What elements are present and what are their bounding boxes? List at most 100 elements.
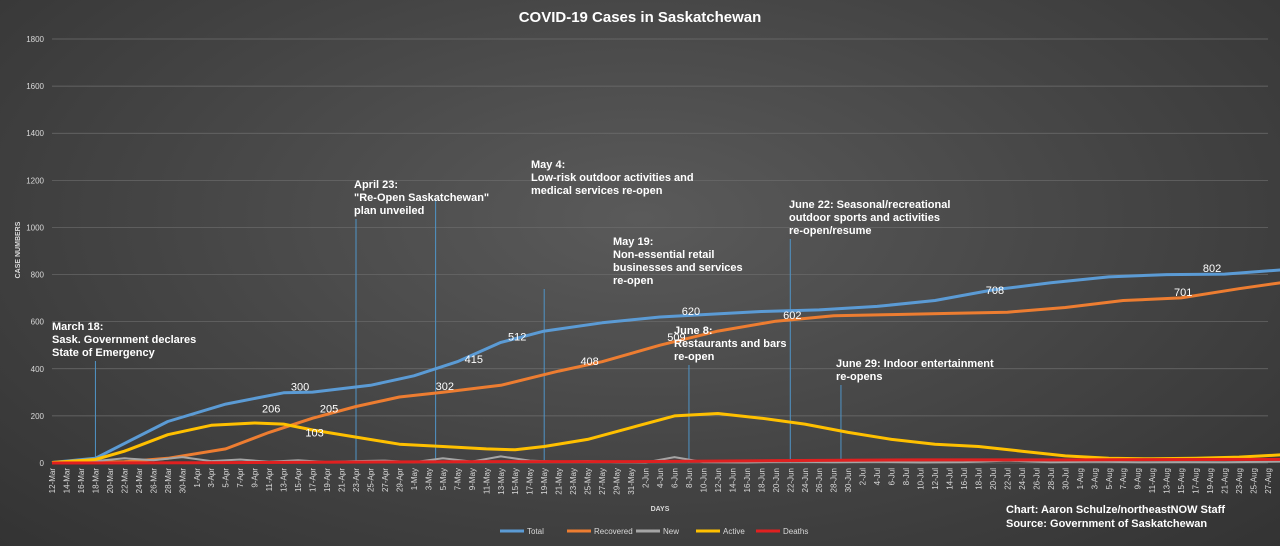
x-tick-label: 5-Apr bbox=[222, 468, 231, 488]
x-tick-label: 27-Apr bbox=[381, 468, 390, 492]
data-label: 701 bbox=[1174, 287, 1192, 299]
x-tick-label: 21-May bbox=[555, 468, 564, 495]
annotation-text: Restaurants and bars bbox=[674, 338, 786, 350]
data-label: 708 bbox=[986, 285, 1004, 297]
x-tick-label: 28-Mar bbox=[164, 468, 173, 494]
x-tick-label: 26-Jul bbox=[1032, 468, 1041, 490]
data-label: 302 bbox=[436, 381, 454, 393]
x-tick-label: 1-Aug bbox=[1076, 468, 1085, 489]
annotation-text: re-opens bbox=[836, 371, 882, 383]
y-tick-label: 400 bbox=[31, 365, 45, 374]
y-axis-ticks: 0 200 400 600 800 1000 1200 1400 1600 1800 bbox=[26, 35, 44, 468]
x-tick-label: 20-Mar bbox=[106, 468, 115, 494]
x-tick-label: 28-Jul bbox=[1047, 468, 1056, 490]
annotation-text: Sask. Government declares bbox=[52, 334, 196, 346]
x-tick-label: 1-Apr bbox=[193, 468, 202, 488]
series-lines bbox=[51, 268, 1280, 465]
legend-label: Active bbox=[723, 527, 745, 536]
x-tick-label: 19-Apr bbox=[323, 468, 332, 492]
x-tick-label: 10-Jul bbox=[917, 468, 926, 490]
y-tick-label: 200 bbox=[31, 412, 45, 421]
x-tick-label: 14-Jul bbox=[946, 468, 955, 490]
x-tick-label: 27-Aug bbox=[1264, 468, 1273, 494]
x-tick-label: 15-Apr bbox=[294, 468, 303, 492]
x-tick-label: 29-Apr bbox=[395, 468, 404, 492]
x-tick-label: 3-Aug bbox=[1090, 468, 1099, 489]
x-tick-label: 7-Apr bbox=[236, 468, 245, 488]
x-tick-label: 7-May bbox=[453, 468, 462, 490]
x-tick-label: 26-Mar bbox=[149, 468, 158, 494]
x-tick-label: 17-Apr bbox=[309, 468, 318, 492]
data-label: 509 bbox=[667, 332, 685, 344]
x-tick-label: 13-Apr bbox=[280, 468, 289, 492]
chart-title: COVID-19 Cases in Saskatchewan bbox=[519, 9, 762, 26]
x-tick-label: 2-Jul bbox=[859, 468, 868, 486]
x-tick-label: 23-Apr bbox=[352, 468, 361, 492]
series-line-active bbox=[51, 412, 1280, 464]
x-tick-label: 22-Mar bbox=[120, 468, 129, 494]
x-tick-label: 6-Jun bbox=[670, 468, 679, 488]
x-tick-label: 18-Mar bbox=[91, 468, 100, 494]
annotation-text: "Re-Open Saskatchewan" bbox=[354, 192, 489, 204]
y-axis-label: CASE NUMBERS bbox=[15, 221, 22, 278]
x-tick-label: 28-Jun bbox=[830, 468, 839, 492]
x-tick-label: 6-Jul bbox=[888, 468, 897, 486]
legend-label: Recovered bbox=[594, 527, 633, 536]
annotation-text: June 8: bbox=[674, 325, 713, 337]
x-tick-label: 12-Jun bbox=[714, 468, 723, 492]
x-tick-label: 23-Aug bbox=[1235, 468, 1244, 494]
x-tick-label: 24-Mar bbox=[135, 468, 144, 494]
x-tick-label: 8-Jun bbox=[685, 468, 694, 488]
x-tick-label: 5-Aug bbox=[1105, 468, 1114, 489]
x-tick-label: 23-May bbox=[569, 468, 578, 495]
x-tick-label: 19-Aug bbox=[1206, 468, 1215, 494]
legend: Total Recovered New Active Deaths bbox=[500, 527, 808, 536]
x-tick-label: 11-May bbox=[482, 468, 491, 494]
annotation-text: re-open bbox=[613, 275, 654, 287]
annotation-text: re-open/resume bbox=[789, 225, 872, 237]
x-tick-label: 16-Jul bbox=[960, 468, 969, 490]
x-tick-label: 11-Apr bbox=[265, 468, 274, 492]
x-tick-label: 25-Apr bbox=[366, 468, 375, 492]
x-tick-label: 25-Aug bbox=[1250, 468, 1259, 494]
x-tick-label: 18-Jun bbox=[757, 468, 766, 492]
y-tick-label: 1800 bbox=[26, 35, 44, 44]
legend-label: New bbox=[663, 527, 679, 536]
y-tick-label: 1400 bbox=[26, 129, 44, 138]
x-tick-label: 27-May bbox=[598, 468, 607, 495]
x-tick-label: 14-Mar bbox=[62, 468, 71, 494]
data-label: 408 bbox=[580, 356, 598, 368]
data-label: 415 bbox=[465, 354, 483, 366]
annotation-text: Low-risk outdoor activities and bbox=[531, 172, 694, 184]
x-tick-label: 20-Jul bbox=[989, 468, 998, 490]
x-tick-label: 30-Jul bbox=[1061, 468, 1070, 490]
x-tick-label: 12-Mar bbox=[48, 468, 57, 494]
x-tick-label: 13-May bbox=[497, 468, 506, 495]
x-tick-label: 9-Apr bbox=[251, 468, 260, 488]
x-tick-label: 26-Jun bbox=[815, 468, 824, 492]
series-line-deaths bbox=[51, 457, 1280, 465]
x-tick-label: 10-Jun bbox=[699, 468, 708, 492]
x-tick-label: 21-Apr bbox=[338, 468, 347, 492]
x-tick-label: 16-Jun bbox=[743, 468, 752, 492]
x-tick-label: 19-May bbox=[540, 468, 549, 495]
x-axis-ticks: 12-Mar 14-Mar 16-Mar 18-Mar 20-Mar 22-Mar 24-M… bbox=[48, 468, 1273, 495]
y-tick-label: 800 bbox=[31, 271, 45, 280]
x-tick-label: 4-Jun bbox=[656, 468, 665, 488]
x-tick-label: 3-May bbox=[424, 468, 433, 490]
annotation-text: June 29: Indoor entertainment bbox=[836, 358, 994, 370]
x-axis-label: DAYS bbox=[651, 506, 670, 513]
credit-line: Source: Government of Saskatchewan bbox=[1006, 518, 1207, 530]
data-label: 300 bbox=[291, 381, 309, 393]
x-tick-label: 2-Jun bbox=[642, 468, 651, 488]
y-tick-label: 1000 bbox=[26, 223, 44, 232]
x-tick-label: 22-Jun bbox=[786, 468, 795, 492]
annotation-text: June 22: Seasonal/recreational bbox=[789, 199, 950, 211]
x-tick-label: 30-Jun bbox=[844, 468, 853, 492]
data-label: 206 bbox=[262, 403, 280, 415]
annotation-text: businesses and services bbox=[613, 262, 743, 274]
x-tick-label: 17-Aug bbox=[1192, 468, 1201, 494]
annotation-text: April 23: bbox=[354, 179, 398, 191]
x-tick-label: 8-Jul bbox=[902, 468, 911, 486]
y-tick-label: 1600 bbox=[26, 82, 44, 91]
